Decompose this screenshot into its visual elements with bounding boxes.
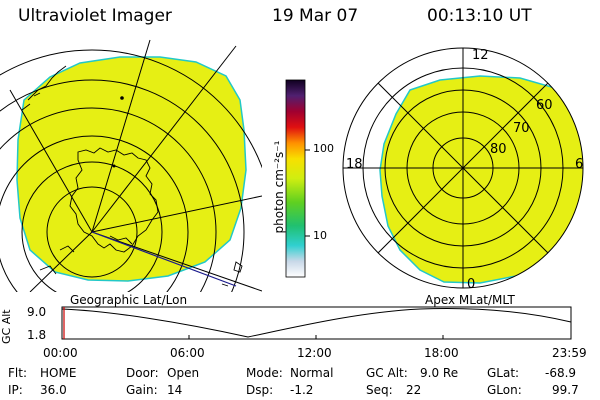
coastline: [221, 261, 243, 287]
altitude-ytick-max: 9.0: [27, 305, 47, 319]
colorbar: [285, 79, 310, 278]
time-tick-1200: 12:00: [297, 346, 332, 360]
mlt-diagonal: [377, 82, 549, 254]
time-tick-0000: 00:00: [43, 346, 78, 360]
colorbar-tick-100: 100: [313, 142, 334, 155]
lon-line: [9, 89, 93, 233]
lon-line: [91, 231, 262, 292]
station-marker: [112, 164, 116, 168]
geographic-map-label: Geographic Lat/Lon: [70, 293, 188, 307]
door-label: Door:: [126, 366, 159, 380]
lat-circle: [0, 135, 189, 292]
lat-circle: [0, 79, 245, 292]
glon-value: 99.7: [552, 383, 579, 397]
observation-date: 19 Mar 07: [272, 6, 359, 26]
coastline: [69, 147, 159, 253]
lon-line: [91, 39, 151, 233]
gcalt-value: 9.0 Re: [420, 366, 459, 380]
gain-label: Gain:: [126, 383, 158, 397]
instrument-title: Ultraviolet Imager: [18, 6, 172, 26]
coastline: [39, 235, 133, 275]
time-tick-1800: 18:00: [424, 346, 459, 360]
dsp-value: -1.2: [290, 383, 314, 397]
lat-circle: [21, 161, 163, 292]
geographic-map: [0, 39, 262, 292]
dsp-label: Dsp:: [246, 383, 274, 397]
lon-line: [91, 45, 237, 233]
time-tick-0600: 06:00: [170, 346, 205, 360]
door-value: Open: [167, 366, 200, 380]
glat-label: GLat:: [487, 366, 520, 380]
seq-value: 22: [406, 383, 422, 397]
glon-label: GLon:: [487, 383, 522, 397]
altitude-curve: [61, 307, 572, 338]
apex-map-label: Apex MLat/MLT: [425, 293, 515, 307]
station-marker: [120, 96, 124, 100]
gcalt-label: GC Alt:: [366, 366, 408, 380]
ip-label: IP:: [8, 383, 23, 397]
observation-time: 00:13:10 UT: [427, 6, 532, 26]
mlat-label-70: 70: [513, 121, 530, 136]
colorbar-gradient: [285, 79, 306, 278]
colorbar-tick-10: 10: [313, 229, 327, 242]
altitude-ytick-min: 1.8: [27, 328, 47, 342]
time-tick-2359: 23:59: [552, 346, 587, 360]
flt-label: Flt:: [8, 366, 27, 380]
mlat-label-60: 60: [536, 98, 553, 113]
mlt-label-12: 12: [472, 48, 489, 63]
mlat-label-80: 80: [490, 142, 507, 157]
lon-line: [29, 231, 93, 292]
flt-value: HOME: [40, 366, 77, 380]
mode-value: Normal: [290, 366, 334, 380]
lat-circle: [0, 107, 217, 292]
lat-circle: [46, 186, 138, 278]
orbit-track: [91, 231, 237, 287]
gain-value: 14: [167, 383, 183, 397]
ip-value: 36.0: [40, 383, 67, 397]
glat-value: -68.9: [545, 366, 577, 380]
seq-label: Seq:: [366, 383, 393, 397]
mlt-label-18: 18: [346, 157, 363, 172]
altitude-axis-label: GC Alt: [0, 309, 13, 344]
mlt-label-6: 6: [575, 157, 584, 172]
lat-circle: [0, 49, 262, 169]
mode-label: Mode:: [246, 366, 283, 380]
left-aurora-fill: [16, 56, 247, 282]
coastline: [21, 65, 67, 111]
lon-line: [91, 195, 262, 233]
mlt-label-0: 0: [467, 277, 476, 292]
